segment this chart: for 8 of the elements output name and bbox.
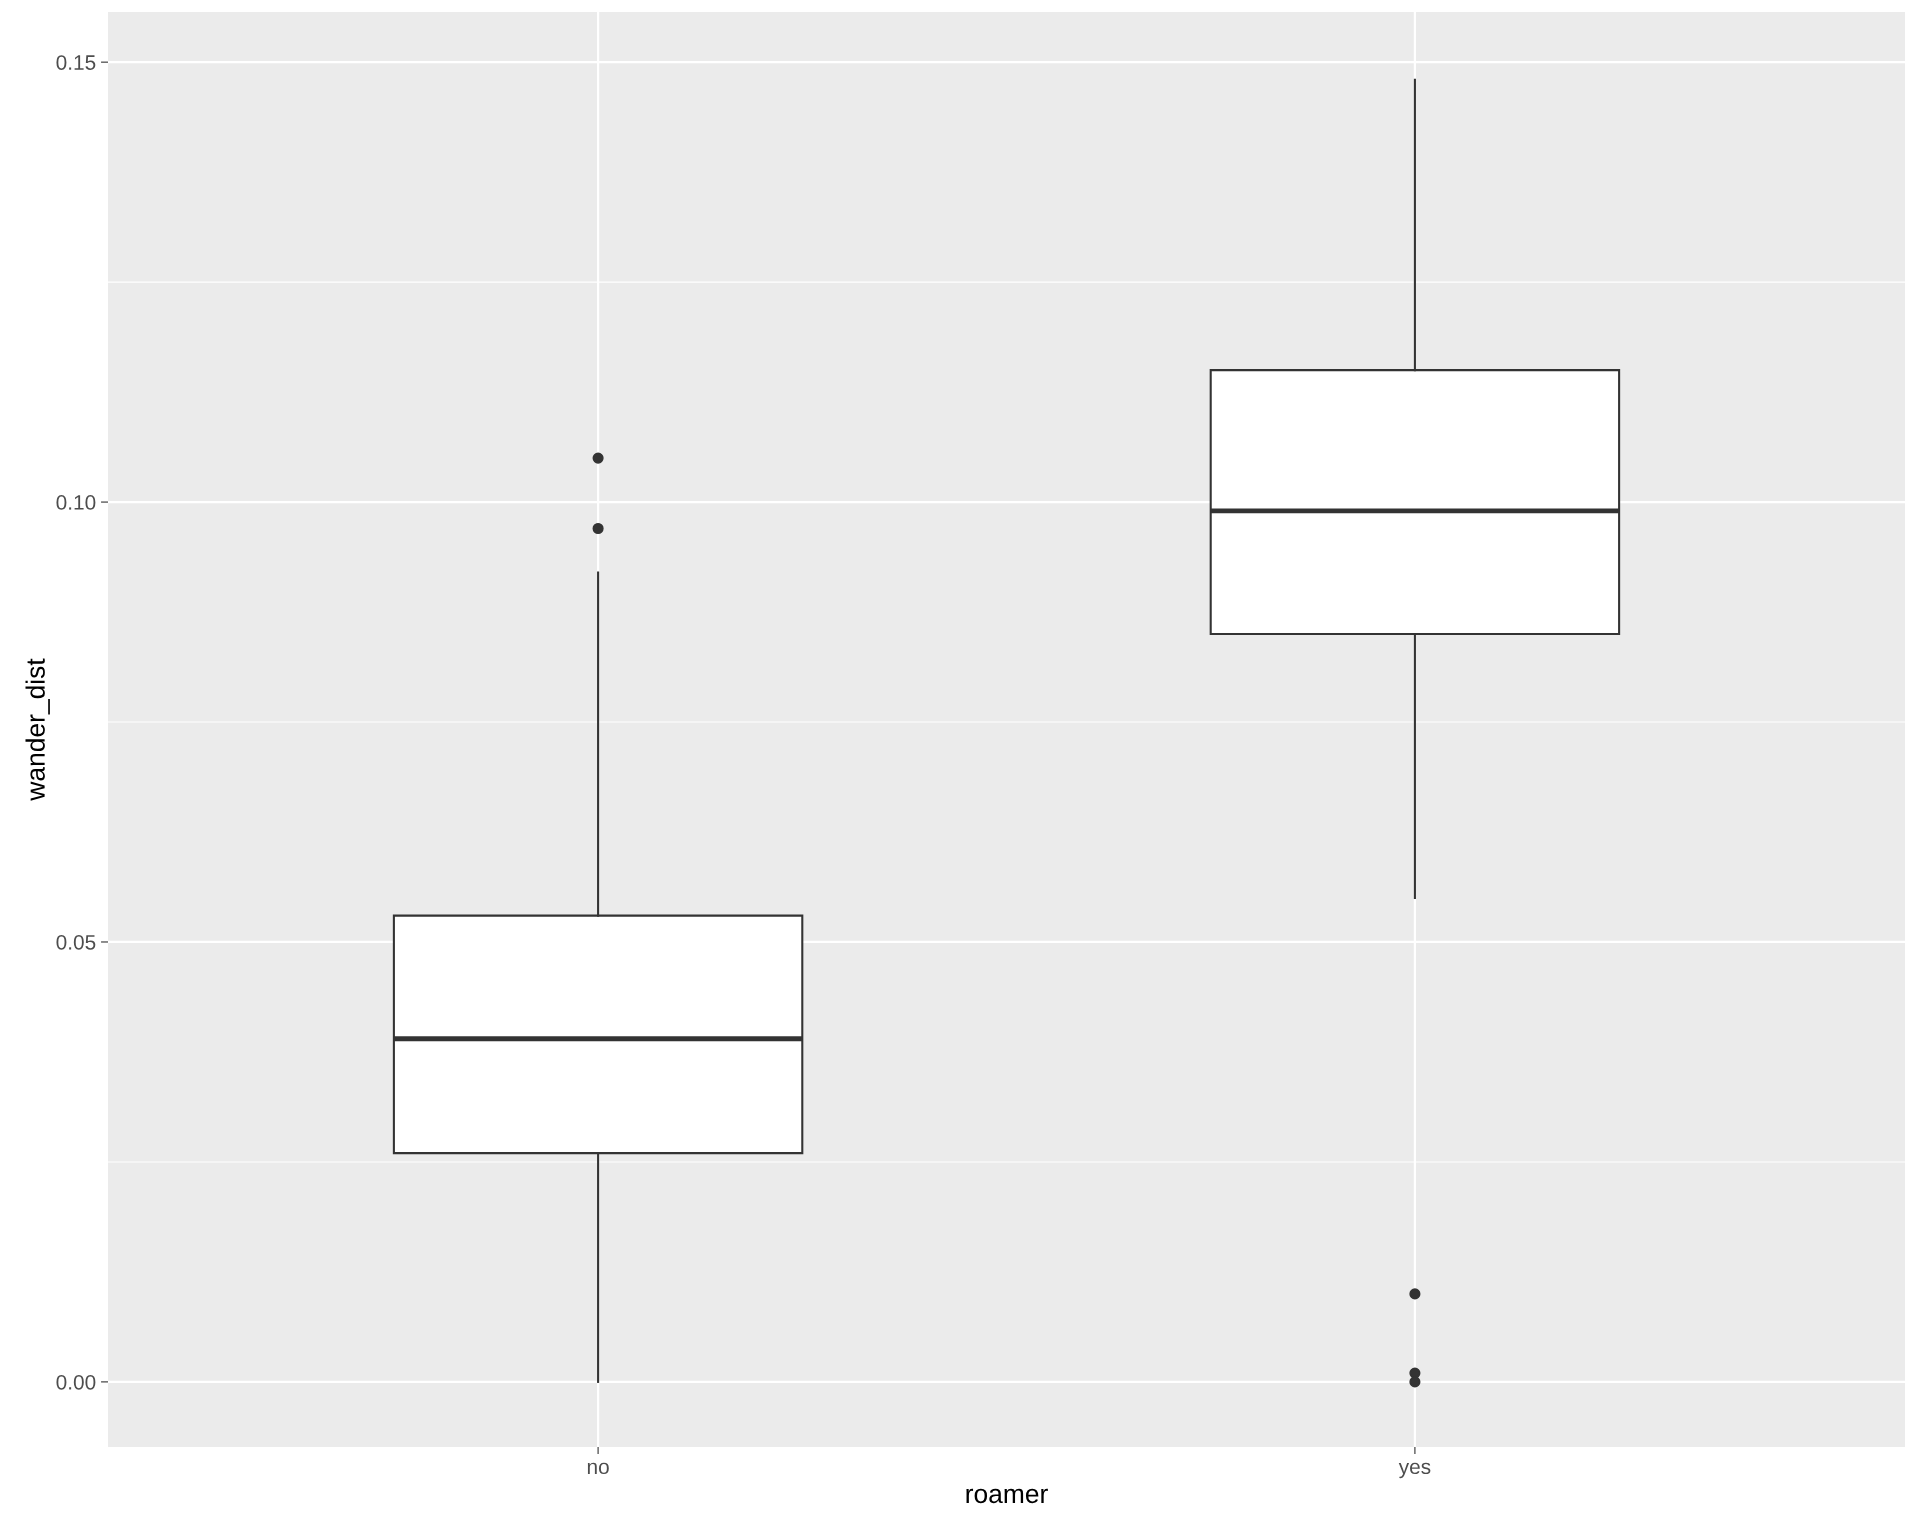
x-tick-label: no: [587, 1462, 609, 1475]
y-axis-title: wander_dist: [25, 658, 50, 801]
y-tick-label: 0.00: [56, 1374, 96, 1390]
y-tick-label: 0.15: [56, 55, 96, 70]
y-tick-label: 0.05: [56, 934, 96, 950]
x-axis-title: roamer: [966, 1488, 1048, 1504]
x-tick-label: yes: [1398, 1462, 1431, 1479]
y-tick-label: 0.10: [56, 495, 96, 510]
